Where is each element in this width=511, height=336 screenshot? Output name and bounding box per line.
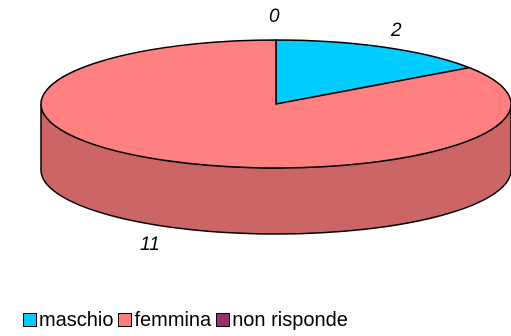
legend-swatch-non-risponde <box>216 313 231 327</box>
data-label-maschio: 2 <box>390 20 402 41</box>
legend-item-non-risponde: non risponde <box>216 310 348 330</box>
legend-label-femmina: femmina <box>134 309 212 331</box>
legend-label-non-risponde: non risponde <box>232 309 348 331</box>
pie-slice-femmina <box>40 39 511 169</box>
legend-label-maschio: maschio <box>39 309 114 331</box>
data-label-non-risponde: 0 <box>269 6 280 27</box>
legend-swatch-maschio <box>23 313 37 327</box>
legend-swatch-femmina <box>118 313 133 327</box>
pie-slice-maschio <box>275 39 473 105</box>
legend: maschio femmina non risponde <box>23 310 353 330</box>
legend-item-maschio: maschio <box>23 310 113 330</box>
data-label-femmina: 11 <box>140 234 160 255</box>
legend-item-femmina: femmina <box>118 310 211 330</box>
